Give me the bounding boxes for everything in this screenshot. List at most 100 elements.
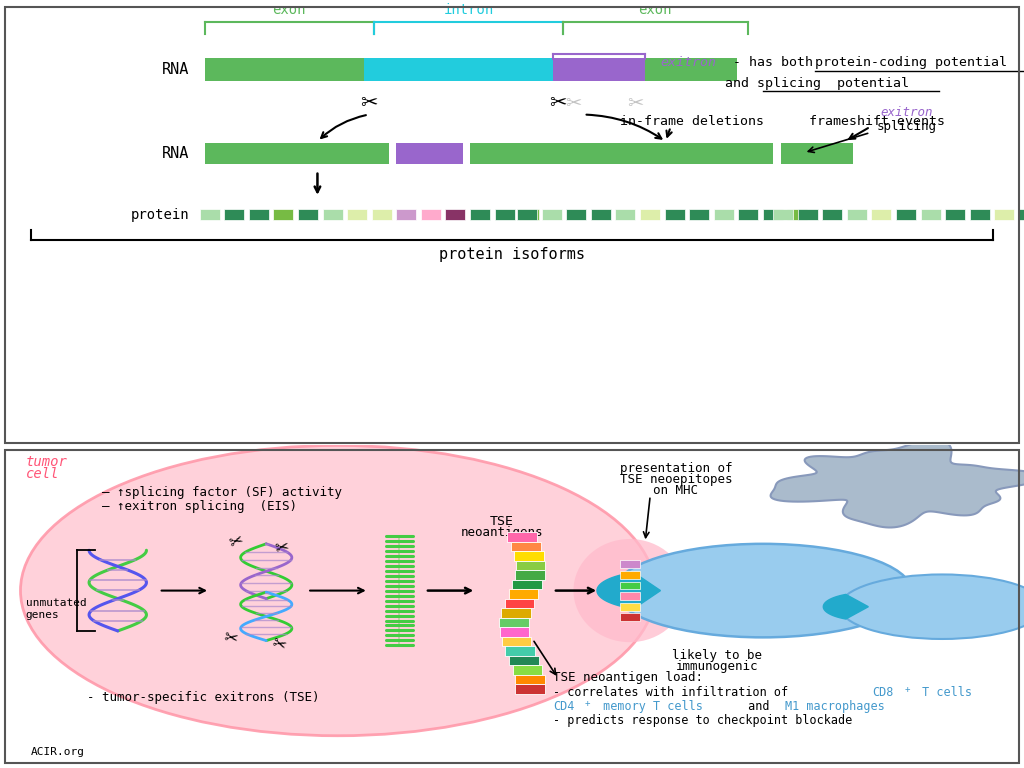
Text: RNA: RNA (162, 61, 189, 77)
FancyBboxPatch shape (224, 209, 244, 220)
Text: exitron: exitron (660, 56, 717, 69)
Ellipse shape (573, 539, 686, 642)
Text: CD4: CD4 (553, 700, 574, 713)
FancyBboxPatch shape (513, 665, 543, 675)
Text: - correlates with infiltration of: - correlates with infiltration of (553, 686, 796, 699)
FancyBboxPatch shape (364, 58, 553, 81)
FancyBboxPatch shape (396, 209, 417, 220)
Polygon shape (823, 594, 868, 619)
FancyBboxPatch shape (514, 551, 544, 561)
Text: TSE neoantigen load:: TSE neoantigen load: (553, 671, 702, 684)
Text: ✂: ✂ (565, 94, 582, 113)
Polygon shape (597, 572, 660, 609)
FancyBboxPatch shape (509, 589, 539, 599)
Text: T cells: T cells (915, 686, 973, 699)
FancyBboxPatch shape (512, 580, 542, 589)
Circle shape (840, 574, 1024, 639)
FancyBboxPatch shape (787, 209, 808, 220)
FancyBboxPatch shape (501, 608, 530, 617)
FancyBboxPatch shape (511, 541, 541, 551)
Text: splicing: splicing (877, 121, 936, 133)
FancyBboxPatch shape (502, 637, 531, 646)
FancyBboxPatch shape (945, 209, 966, 220)
Text: protein-coding potential: protein-coding potential (815, 56, 1008, 69)
FancyBboxPatch shape (505, 647, 535, 656)
Text: tumor: tumor (26, 455, 68, 468)
Text: ✂: ✂ (627, 94, 643, 113)
FancyBboxPatch shape (500, 617, 529, 627)
Text: - predicts response to checkpoint blockade: - predicts response to checkpoint blocka… (553, 713, 852, 727)
FancyBboxPatch shape (273, 209, 293, 220)
Text: - has both: - has both (725, 56, 821, 69)
Text: protein: protein (131, 207, 189, 222)
FancyBboxPatch shape (773, 209, 794, 220)
Text: CD8: CD8 (872, 686, 894, 699)
FancyBboxPatch shape (620, 561, 640, 568)
Text: ✂: ✂ (549, 94, 567, 114)
FancyBboxPatch shape (620, 571, 640, 578)
Text: ✂: ✂ (359, 94, 378, 114)
Text: – ↑exitron splicing  (EIS): – ↑exitron splicing (EIS) (102, 500, 297, 513)
FancyBboxPatch shape (620, 614, 640, 621)
Ellipse shape (20, 445, 655, 736)
Text: on MHC: on MHC (653, 484, 698, 497)
FancyBboxPatch shape (847, 209, 866, 220)
FancyBboxPatch shape (249, 209, 268, 220)
FancyBboxPatch shape (205, 144, 389, 164)
Text: neoantigens: neoantigens (461, 526, 543, 539)
FancyBboxPatch shape (714, 209, 734, 220)
Text: exon: exon (272, 3, 306, 17)
FancyBboxPatch shape (515, 675, 545, 684)
Text: genes: genes (26, 610, 59, 620)
Text: intron: intron (443, 3, 494, 17)
FancyBboxPatch shape (553, 58, 645, 81)
FancyBboxPatch shape (470, 209, 490, 220)
FancyBboxPatch shape (509, 656, 539, 665)
Text: cell: cell (26, 468, 59, 482)
FancyBboxPatch shape (396, 144, 463, 164)
FancyBboxPatch shape (871, 209, 891, 220)
FancyBboxPatch shape (896, 209, 916, 220)
FancyBboxPatch shape (689, 209, 710, 220)
Text: ✂: ✂ (269, 633, 288, 654)
FancyBboxPatch shape (970, 209, 990, 220)
FancyBboxPatch shape (323, 209, 342, 220)
Text: and: and (741, 700, 777, 713)
Text: ACIR.org: ACIR.org (31, 746, 85, 757)
FancyBboxPatch shape (515, 561, 545, 570)
FancyBboxPatch shape (645, 58, 737, 81)
FancyBboxPatch shape (620, 581, 640, 589)
Text: ✂: ✂ (226, 530, 245, 551)
FancyBboxPatch shape (620, 592, 640, 600)
FancyBboxPatch shape (505, 599, 535, 608)
Text: unmutated: unmutated (26, 598, 86, 608)
FancyBboxPatch shape (508, 532, 538, 541)
Polygon shape (771, 440, 1024, 528)
FancyBboxPatch shape (822, 209, 842, 220)
Text: frameshift events: frameshift events (809, 114, 945, 127)
FancyBboxPatch shape (566, 209, 587, 220)
Text: TSE neoepitopes: TSE neoepitopes (620, 473, 732, 486)
FancyBboxPatch shape (372, 209, 392, 220)
FancyBboxPatch shape (640, 209, 660, 220)
Text: immunogenic: immunogenic (676, 660, 758, 673)
Text: memory T cells: memory T cells (596, 700, 702, 713)
FancyBboxPatch shape (200, 209, 220, 220)
FancyBboxPatch shape (205, 58, 364, 81)
FancyBboxPatch shape (421, 209, 441, 220)
Text: in-frame deletions: in-frame deletions (620, 114, 764, 127)
FancyBboxPatch shape (542, 209, 562, 220)
FancyBboxPatch shape (515, 571, 545, 580)
Text: ✂: ✂ (273, 537, 290, 557)
FancyBboxPatch shape (798, 209, 818, 220)
FancyBboxPatch shape (500, 627, 529, 637)
FancyBboxPatch shape (781, 144, 853, 164)
FancyBboxPatch shape (495, 209, 515, 220)
FancyBboxPatch shape (347, 209, 368, 220)
FancyBboxPatch shape (994, 209, 1015, 220)
Text: – ↑splicing factor (SF) activity: – ↑splicing factor (SF) activity (102, 485, 342, 498)
Text: protein isoforms: protein isoforms (439, 247, 585, 262)
FancyBboxPatch shape (921, 209, 941, 220)
FancyBboxPatch shape (591, 209, 611, 220)
FancyBboxPatch shape (470, 144, 624, 164)
